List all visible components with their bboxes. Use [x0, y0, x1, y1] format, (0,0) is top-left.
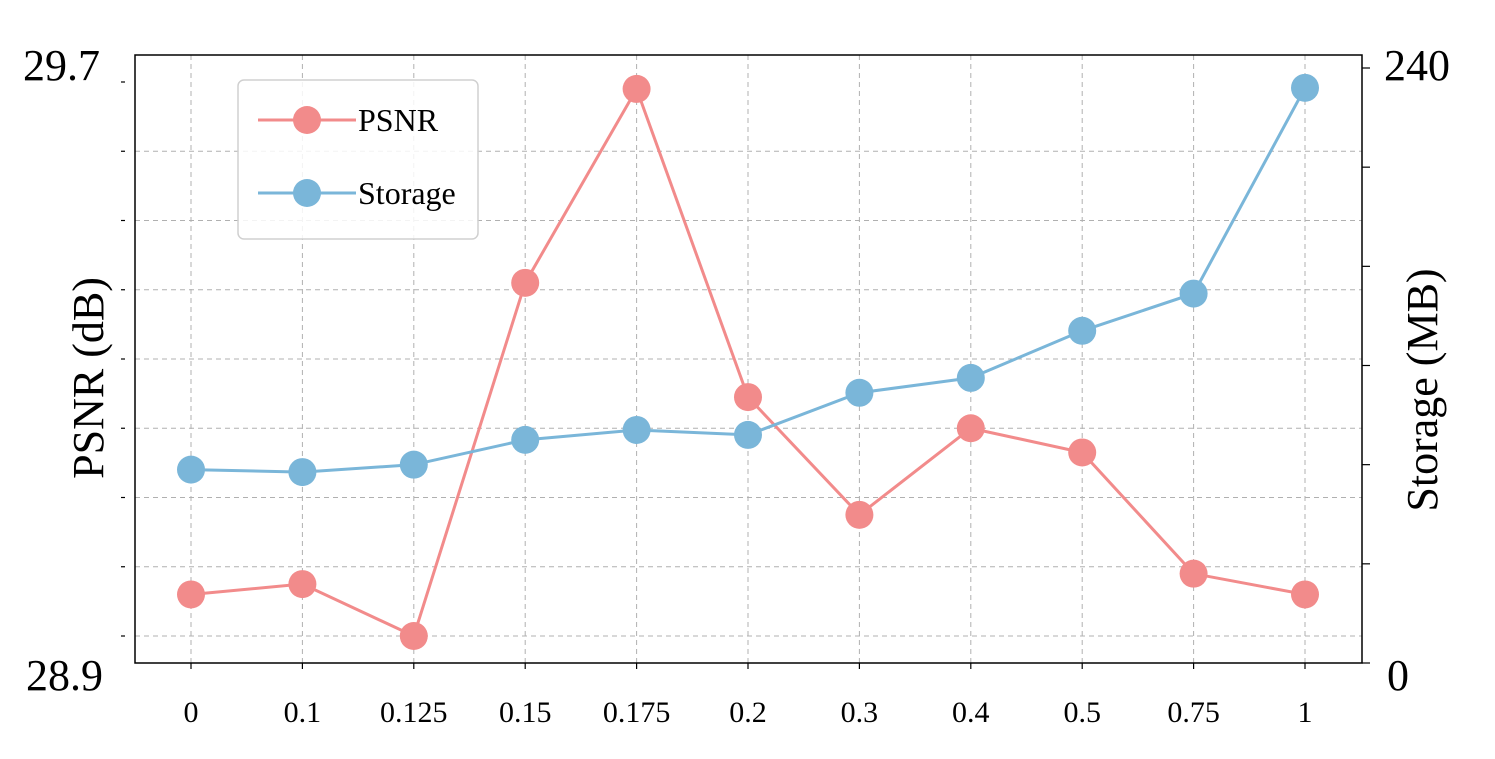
data-point-psnr [511, 268, 540, 297]
data-point-psnr [734, 383, 762, 412]
axis-ticks [121, 67, 1370, 669]
data-point-storage [1179, 279, 1208, 308]
x-tick-label: 0.175 [603, 696, 671, 729]
legend-item-storage: Storage [258, 175, 456, 211]
x-tick-label: 0.4 [952, 696, 990, 729]
y-axis-left-title: PSNR (dB) [64, 277, 113, 479]
x-tick-label: 1 [1298, 696, 1313, 729]
legend-marker-storage [293, 179, 321, 207]
y-tick-label-left-bottom: 28.9 [26, 651, 103, 700]
series-layer [177, 73, 1319, 650]
y-tick-label-left-top: 29.7 [23, 41, 100, 90]
x-tick-label: 0.75 [1167, 696, 1220, 729]
x-tick-label: 0.125 [380, 696, 448, 729]
data-point-storage [622, 415, 651, 444]
plot-frame [134, 54, 1363, 664]
data-point-psnr [1291, 580, 1319, 609]
data-point-storage [511, 425, 540, 454]
x-tick-label: 0.1 [284, 696, 322, 729]
data-point-psnr [177, 580, 205, 609]
y-axis-right-title: Storage (MB) [1398, 268, 1447, 511]
data-point-storage [288, 458, 317, 487]
x-tick-label: 0.2 [729, 696, 767, 729]
data-point-psnr [288, 570, 317, 599]
data-point-psnr [956, 414, 985, 443]
legend-marker-psnr [293, 106, 321, 134]
data-point-psnr [622, 74, 651, 103]
legend-label-storage: Storage [358, 175, 456, 211]
y-tick-label-right-bottom: 0 [1387, 651, 1409, 700]
data-point-storage [177, 455, 205, 484]
data-point-psnr [399, 622, 428, 650]
data-point-storage [956, 363, 985, 392]
legend-item-psnr: PSNR [258, 102, 439, 138]
tick-labels: 0 0.1 0.125 0.15 0.175 0.2 0.3 0.4 0.5 0.75 1 29.7 2… [23, 41, 1450, 729]
x-tick-label: 0.5 [1063, 696, 1101, 729]
x-tick-label: 0.3 [841, 696, 879, 729]
data-point-psnr [1068, 438, 1097, 467]
data-point-storage [399, 450, 428, 479]
y-tick-label-right-top: 240 [1384, 41, 1450, 90]
legend: PSNR Storage [237, 79, 479, 240]
data-point-storage [845, 378, 874, 407]
x-tick-label: 0.15 [499, 696, 552, 729]
data-point-storage [1068, 316, 1097, 345]
data-point-psnr [845, 500, 874, 529]
legend-label-psnr: PSNR [358, 102, 439, 138]
x-tick-label: 0 [184, 696, 199, 729]
data-point-psnr [1179, 559, 1208, 588]
data-point-storage [734, 420, 762, 449]
data-point-storage [1291, 73, 1319, 102]
